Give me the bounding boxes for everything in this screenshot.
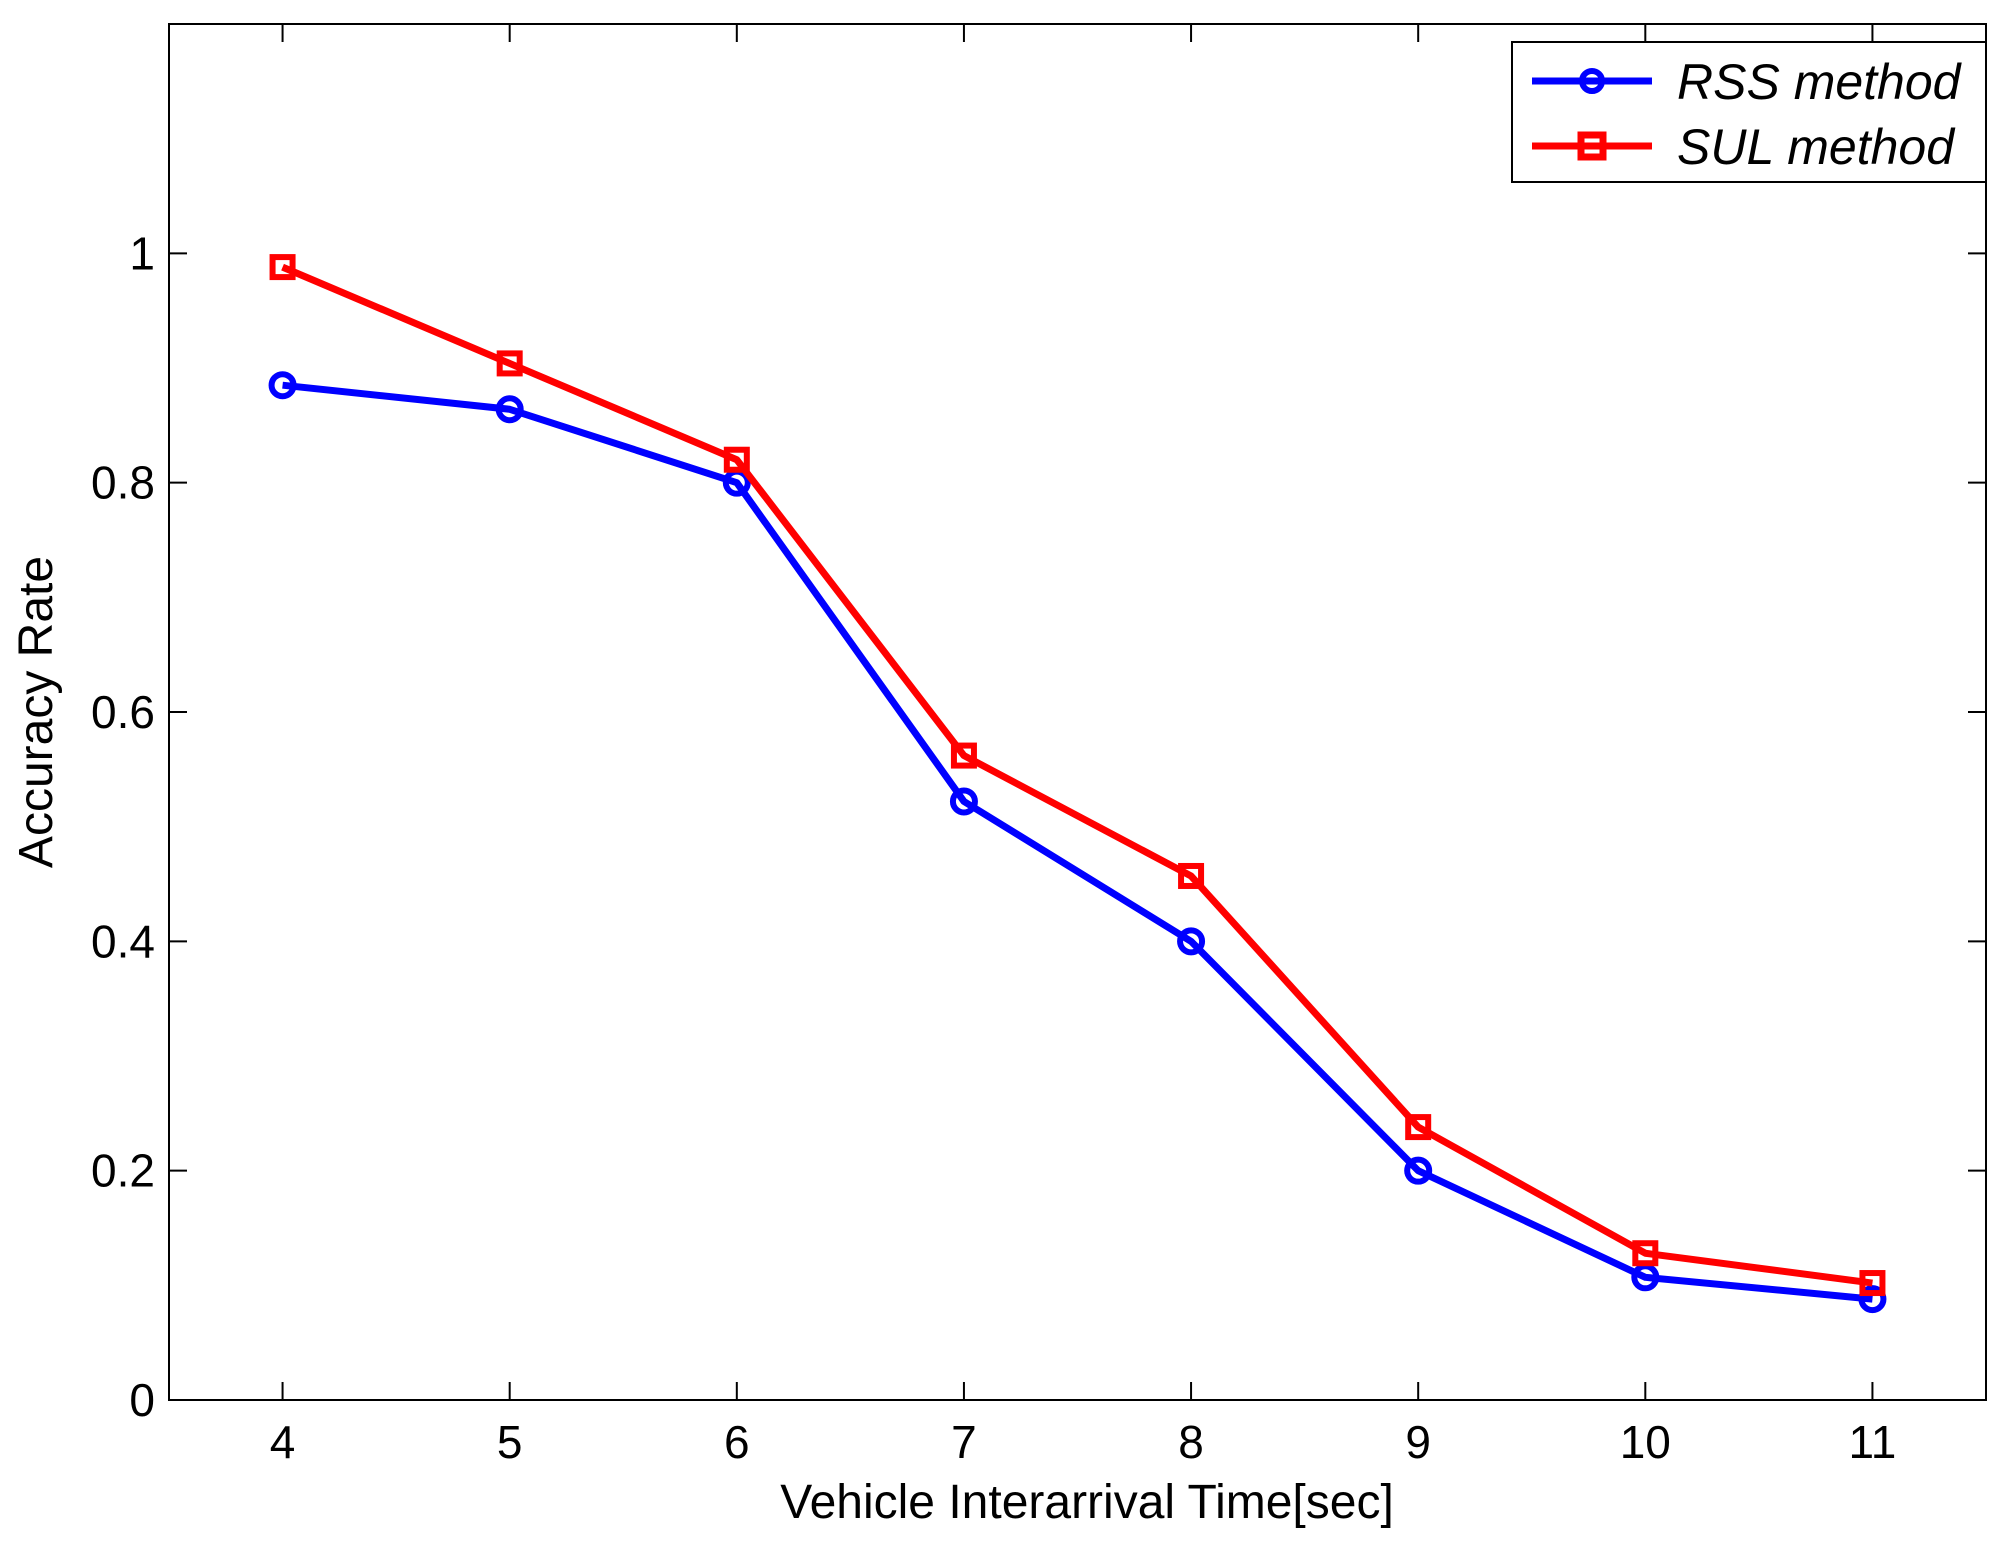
data-point-rss [1631, 1263, 1660, 1292]
legend: RSS method SUL method [1511, 41, 1987, 183]
data-point-sul [723, 446, 750, 473]
data-point-sul [1178, 862, 1205, 889]
data-series [268, 254, 1887, 1314]
series-sul [269, 254, 1886, 1297]
series-rss [268, 371, 1887, 1314]
data-point-sul [269, 254, 296, 281]
x-tick-label: 7 [951, 1416, 977, 1468]
x-tick-label: 9 [1405, 1416, 1431, 1468]
data-point-sul [496, 350, 523, 377]
data-point-sul [1632, 1240, 1659, 1267]
y-axis-tick-labels: 0 0.2 0.4 0.6 0.8 1 [91, 227, 155, 1426]
data-point-rss [1177, 927, 1206, 956]
y-tick-label: 0.6 [91, 686, 155, 738]
x-axis-tick-labels: 4 5 6 7 8 9 10 11 [270, 1416, 1897, 1468]
x-tick-label: 4 [270, 1416, 296, 1468]
data-point-sul [1405, 1114, 1432, 1141]
series-line-sul [281, 263, 1873, 1287]
data-point-rss [949, 787, 978, 816]
x-axis-title: Vehicle Interarrival Time[sec] [780, 1476, 1394, 1529]
series-line-rss [282, 381, 1873, 1303]
data-point-rss [495, 395, 524, 424]
legend-label-sul: SUL method [1677, 119, 1956, 175]
legend-marker-sul [1577, 131, 1607, 161]
data-point-sul [1859, 1270, 1886, 1297]
y-tick-label: 1 [129, 227, 155, 279]
x-tick-label: 6 [724, 1416, 750, 1468]
y-tick-label: 0 [129, 1374, 155, 1426]
data-point-sul [950, 742, 977, 769]
y-axis-title: Accuracy Rate [10, 556, 63, 868]
data-point-rss [1858, 1285, 1887, 1314]
legend-label-rss: RSS method [1677, 54, 1963, 110]
y-tick-label: 0.4 [91, 915, 155, 967]
x-tick-label: 10 [1620, 1416, 1671, 1468]
x-tick-label: 5 [497, 1416, 523, 1468]
plot-area-frame [168, 23, 1987, 1401]
legend-marker-rss [1579, 68, 1605, 94]
data-point-rss [1404, 1156, 1433, 1185]
axis-ticks [169, 24, 1986, 1401]
data-point-rss [268, 371, 297, 400]
x-tick-label: 8 [1178, 1416, 1204, 1468]
x-tick-label: 11 [1849, 1416, 1897, 1468]
y-tick-label: 0.2 [91, 1145, 155, 1197]
y-tick-label: 0.8 [91, 457, 155, 509]
